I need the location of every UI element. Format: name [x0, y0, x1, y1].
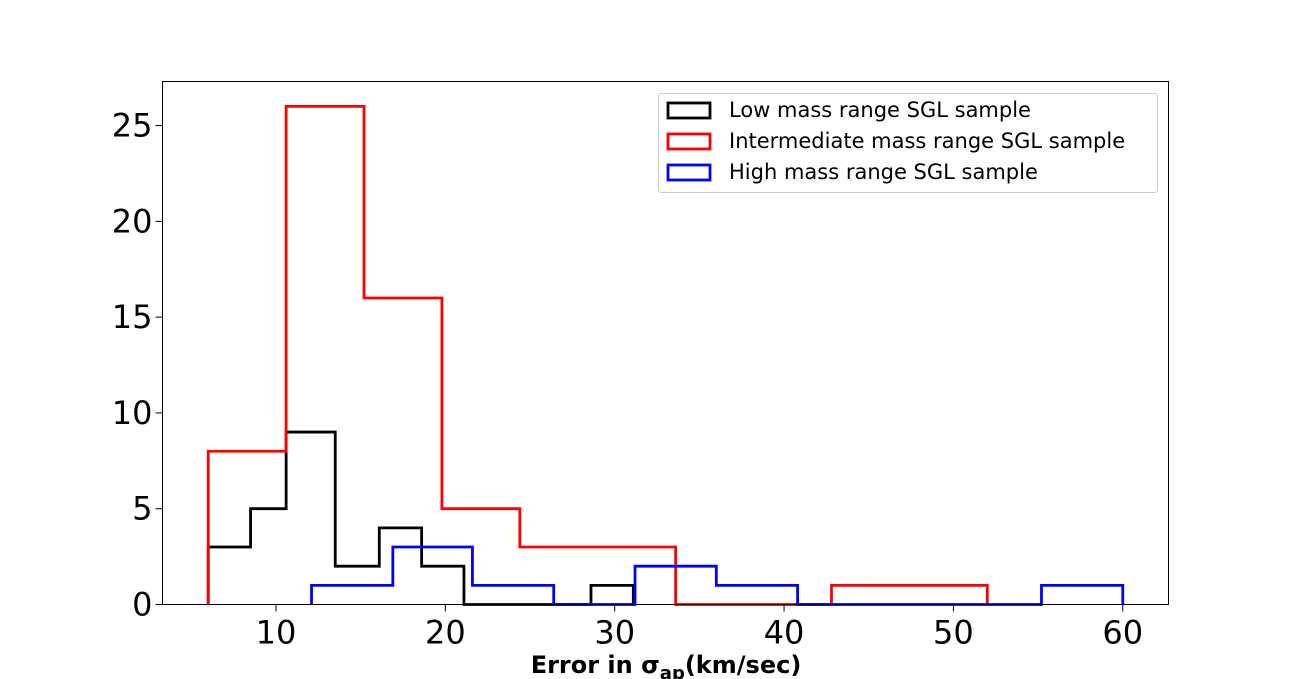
x-tick-label: 50 [933, 614, 974, 652]
x-tick-label: 60 [1102, 614, 1143, 652]
x-axis: 10 20 30 40 50 60 [256, 604, 1143, 652]
legend-box [658, 93, 1158, 193]
y-tick-label: 25 [112, 107, 153, 145]
x-tick-label: 30 [594, 614, 635, 652]
y-tick-label: 15 [112, 298, 153, 336]
y-tick-label: 20 [112, 202, 153, 240]
y-tick-label: 10 [112, 394, 153, 432]
plot-frame [162, 81, 1169, 605]
legend-label-3: High mass range SGL sample [729, 160, 1038, 184]
x-tick-label: 10 [256, 614, 297, 652]
y-axis: 0 5 10 15 20 25 [112, 107, 163, 624]
legend-label-1: Low mass range SGL sample [729, 98, 1031, 122]
legend-swatch-3 [666, 163, 712, 182]
x-axis-label-suffix: (km/sec) [685, 651, 801, 679]
legend-swatch-1 [666, 101, 712, 120]
legend-swatch-2 [666, 132, 712, 151]
x-axis-label-subscript: ap [660, 663, 685, 679]
x-axis-label-main: Error in σ [531, 651, 660, 679]
y-tick-label: 5 [132, 490, 152, 528]
histogram-series-2 [206, 105, 989, 606]
y-tick-label: 0 [132, 586, 152, 624]
legend: Low mass range SGL sample Intermediate ma… [658, 93, 1158, 193]
x-tick-label: 40 [764, 614, 805, 652]
x-tick-label: 20 [425, 614, 466, 652]
legend-label-2: Intermediate mass range SGL sample [729, 129, 1125, 153]
x-axis-label: Error in σap(km/sec) [531, 651, 802, 679]
